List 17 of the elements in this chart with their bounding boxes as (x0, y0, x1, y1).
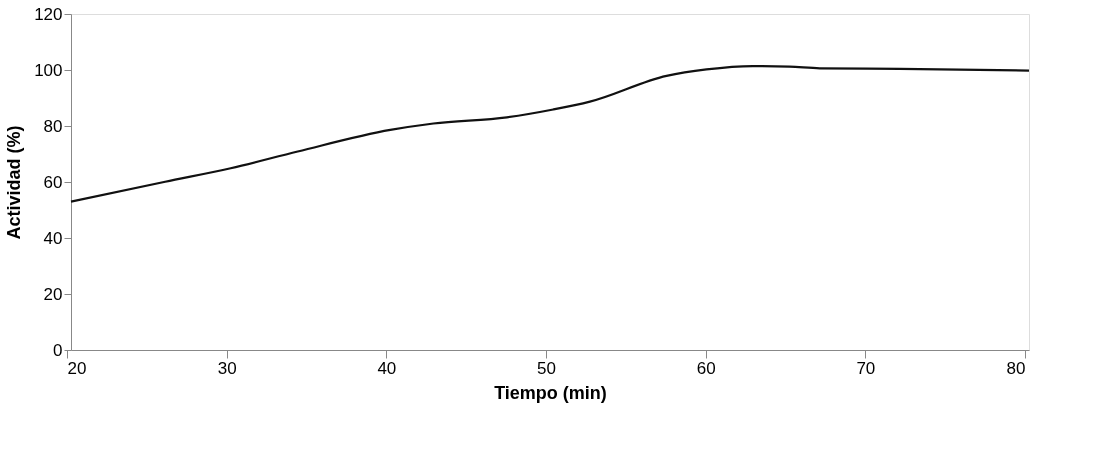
x-tick-label: 50 (537, 358, 556, 378)
y-tick-label: 100 (34, 60, 63, 80)
line-series (69, 64, 1031, 203)
x-tick-label: 40 (377, 358, 397, 378)
y-tick-label: 20 (43, 284, 63, 304)
x-tick-label: 80 (1006, 358, 1026, 378)
y-tick-label: 80 (43, 116, 63, 136)
x-tick-label: 30 (217, 358, 237, 378)
x-tick-label: 60 (696, 358, 716, 378)
y-axis-title: Actividad (%) (4, 125, 25, 240)
y-tick-label: 60 (43, 172, 63, 192)
x-tick-label: 70 (856, 358, 876, 378)
x-axis-title: Tiempo (min) (494, 382, 607, 403)
y-tick-label: 120 (34, 4, 63, 24)
x-tick-label: 20 (67, 358, 87, 378)
y-tick-label: 0 (53, 340, 63, 360)
y-tick-label: 40 (43, 228, 63, 248)
